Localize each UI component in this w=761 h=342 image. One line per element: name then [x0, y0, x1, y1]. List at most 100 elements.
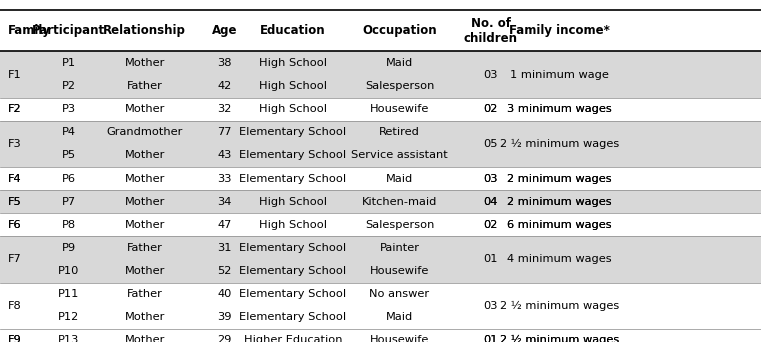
Text: F7: F7 — [8, 254, 21, 264]
Text: Elementary School: Elementary School — [240, 289, 346, 299]
Text: Education: Education — [260, 24, 326, 37]
Text: 31: 31 — [217, 243, 232, 253]
Text: 01: 01 — [483, 254, 498, 264]
Text: 2 minimum wages: 2 minimum wages — [507, 173, 612, 184]
Text: 3 minimum wages: 3 minimum wages — [507, 104, 612, 114]
Text: 04: 04 — [484, 197, 498, 207]
Bar — [0, 282, 761, 329]
Text: Father: Father — [126, 243, 163, 253]
Text: 33: 33 — [217, 173, 232, 184]
Text: High School: High School — [259, 220, 327, 230]
Text: High School: High School — [259, 58, 327, 68]
Text: 01: 01 — [483, 336, 498, 342]
Text: 02: 02 — [484, 220, 498, 230]
Text: P9: P9 — [62, 243, 75, 253]
Text: Elementary School: Elementary School — [240, 266, 346, 276]
Bar — [0, 97, 761, 121]
Text: Age: Age — [212, 24, 237, 37]
Text: 43: 43 — [218, 150, 231, 160]
Text: P11: P11 — [58, 289, 79, 299]
Text: Elementary School: Elementary School — [240, 150, 346, 160]
Text: Retired: Retired — [379, 127, 420, 137]
Text: P2: P2 — [62, 81, 75, 91]
Text: Service assistant: Service assistant — [351, 150, 448, 160]
Text: F6: F6 — [8, 220, 21, 230]
Text: 52: 52 — [218, 266, 231, 276]
Text: 03: 03 — [483, 301, 498, 311]
Text: Salesperson: Salesperson — [365, 220, 435, 230]
Text: Housewife: Housewife — [370, 104, 429, 114]
Text: 42: 42 — [218, 81, 231, 91]
Text: F1: F1 — [8, 69, 21, 79]
Text: Mother: Mother — [124, 312, 165, 322]
Bar — [0, 190, 761, 213]
Text: 03: 03 — [483, 69, 498, 79]
Text: P8: P8 — [62, 220, 75, 230]
Bar — [0, 167, 761, 190]
Text: Mother: Mother — [124, 104, 165, 114]
Text: No answer: No answer — [369, 289, 430, 299]
Text: 03: 03 — [483, 173, 498, 184]
Text: Higher Education: Higher Education — [244, 336, 342, 342]
Text: 38: 38 — [217, 58, 232, 68]
Text: Elementary School: Elementary School — [240, 243, 346, 253]
Text: 2 ½ minimum wages: 2 ½ minimum wages — [500, 139, 619, 149]
Text: P12: P12 — [58, 312, 79, 322]
Text: F9: F9 — [8, 336, 21, 342]
Text: F2: F2 — [8, 104, 21, 114]
Bar — [0, 329, 761, 342]
Text: F9: F9 — [8, 336, 21, 342]
Text: High School: High School — [259, 81, 327, 91]
Text: 2 minimum wages: 2 minimum wages — [507, 197, 612, 207]
Text: F5: F5 — [8, 197, 21, 207]
Text: 34: 34 — [218, 197, 231, 207]
Text: Mother: Mother — [124, 150, 165, 160]
Text: 2 minimum wages: 2 minimum wages — [507, 197, 612, 207]
Text: 6 minimum wages: 6 minimum wages — [507, 220, 612, 230]
Bar — [0, 213, 761, 236]
Text: P10: P10 — [58, 266, 79, 276]
Text: F2: F2 — [8, 104, 21, 114]
Text: Relationship: Relationship — [103, 24, 186, 37]
Text: 2 ½ minimum wages: 2 ½ minimum wages — [500, 336, 619, 342]
Text: 2 ½ minimum wages: 2 ½ minimum wages — [500, 336, 619, 342]
Text: 02: 02 — [484, 220, 498, 230]
Text: 6 minimum wages: 6 minimum wages — [507, 220, 612, 230]
Text: Mother: Mother — [124, 266, 165, 276]
Text: P1: P1 — [62, 58, 75, 68]
Text: Salesperson: Salesperson — [365, 81, 435, 91]
Text: No. of
children: No. of children — [464, 16, 517, 44]
Text: Participant: Participant — [32, 24, 105, 37]
Text: Housewife: Housewife — [370, 266, 429, 276]
Text: Painter: Painter — [380, 243, 419, 253]
Text: P5: P5 — [62, 150, 75, 160]
Text: F4: F4 — [8, 173, 21, 184]
Text: 02: 02 — [484, 104, 498, 114]
Text: P6: P6 — [62, 173, 75, 184]
Text: 1 minimum wage: 1 minimum wage — [510, 69, 609, 79]
Text: 32: 32 — [218, 104, 231, 114]
Text: 2 ½ minimum wages: 2 ½ minimum wages — [500, 301, 619, 311]
Text: Housewife: Housewife — [370, 336, 429, 342]
Bar — [0, 236, 761, 282]
Text: Grandmother: Grandmother — [107, 127, 183, 137]
Text: 01: 01 — [483, 336, 498, 342]
Text: Family income*: Family income* — [509, 24, 610, 37]
Bar — [0, 121, 761, 167]
Text: 39: 39 — [217, 312, 232, 322]
Text: Kitchen-maid: Kitchen-maid — [361, 197, 438, 207]
Text: 04: 04 — [484, 197, 498, 207]
Text: High School: High School — [259, 104, 327, 114]
Text: 4 minimum wages: 4 minimum wages — [507, 254, 612, 264]
Text: 77: 77 — [217, 127, 232, 137]
Bar — [0, 51, 761, 97]
Text: Elementary School: Elementary School — [240, 127, 346, 137]
Text: Maid: Maid — [386, 312, 413, 322]
Text: Mother: Mother — [124, 197, 165, 207]
Text: Maid: Maid — [386, 58, 413, 68]
Text: Father: Father — [126, 81, 163, 91]
Text: P13: P13 — [58, 336, 79, 342]
Text: Family: Family — [8, 24, 51, 37]
Text: P7: P7 — [62, 197, 75, 207]
Text: 03: 03 — [483, 173, 498, 184]
